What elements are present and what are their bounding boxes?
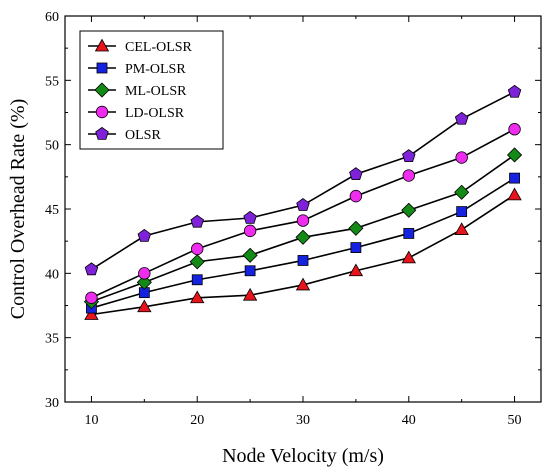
data-point-cel-olsr bbox=[84, 307, 99, 320]
data-point-ld-olsr bbox=[296, 214, 310, 227]
data-point-cel-olsr bbox=[190, 290, 205, 304]
data-point-ml-olsr bbox=[136, 274, 152, 290]
data-point-pm-olsr bbox=[403, 228, 415, 239]
data-point-pm-olsr bbox=[456, 206, 468, 217]
x-tick-label: 10 bbox=[84, 413, 98, 428]
legend-label: ML-OLSR bbox=[125, 84, 187, 99]
data-point-ld-olsr bbox=[138, 267, 151, 280]
series-cel-olsr bbox=[84, 187, 522, 320]
data-point-olsr bbox=[507, 84, 522, 98]
x-tick-label: 40 bbox=[402, 413, 416, 428]
series-layer bbox=[83, 84, 523, 320]
y-tick-label: 45 bbox=[45, 203, 59, 218]
data-point-olsr bbox=[243, 210, 257, 224]
data-point-olsr bbox=[402, 149, 416, 162]
data-point-pm-olsr bbox=[297, 255, 309, 266]
legend-label: LD-OLSR bbox=[125, 106, 185, 121]
data-point-ld-olsr bbox=[349, 189, 363, 203]
data-point-pm-olsr bbox=[509, 172, 520, 184]
legend-marker-olsr bbox=[95, 126, 109, 140]
legend-item-pm-olsr: PM-OLSR bbox=[88, 62, 186, 77]
series-line-ld-olsr bbox=[91, 128, 515, 299]
data-point-ld-olsr bbox=[243, 224, 257, 238]
data-point-cel-olsr bbox=[348, 263, 364, 277]
x-axis-title: Node Velocity (m/s) bbox=[222, 445, 384, 467]
data-point-olsr bbox=[137, 228, 152, 242]
data-point-ld-olsr bbox=[402, 169, 415, 182]
legend-marker-ld-olsr bbox=[95, 105, 109, 119]
y-tick-label: 55 bbox=[45, 74, 59, 89]
data-point-ld-olsr bbox=[85, 291, 98, 304]
legend-item-ld-olsr: LD-OLSR bbox=[88, 105, 185, 121]
data-point-cel-olsr bbox=[137, 299, 152, 313]
data-point-olsr bbox=[349, 167, 363, 181]
series-ld-olsr bbox=[85, 123, 521, 304]
data-point-ml-olsr bbox=[348, 220, 364, 236]
series-line-cel-olsr bbox=[91, 194, 515, 316]
y-tick-label: 40 bbox=[45, 267, 59, 282]
legend-label: OLSR bbox=[125, 128, 161, 143]
legend-item-cel-olsr: CEL-OLSR bbox=[88, 38, 193, 55]
y-tick-label: 35 bbox=[45, 332, 59, 347]
data-point-olsr bbox=[296, 198, 310, 211]
data-point-ml-olsr bbox=[454, 184, 470, 200]
legend-marker-ml-olsr bbox=[94, 82, 110, 98]
y-tick-label: 50 bbox=[45, 139, 59, 154]
x-tick-label: 50 bbox=[508, 413, 522, 428]
data-point-pm-olsr bbox=[191, 274, 203, 286]
data-point-ml-olsr bbox=[189, 254, 205, 270]
data-point-ml-olsr bbox=[401, 202, 417, 218]
y-axis-title: Control Overhead Rate (%) bbox=[7, 99, 29, 319]
data-point-ml-olsr bbox=[242, 247, 258, 263]
data-point-cel-olsr bbox=[454, 222, 469, 235]
data-point-ml-olsr bbox=[295, 229, 311, 245]
data-point-cel-olsr bbox=[401, 250, 416, 264]
x-axis-ticks: 10 20 30 40 50 bbox=[84, 16, 522, 428]
data-point-pm-olsr bbox=[350, 242, 362, 254]
x-tick-label: 20 bbox=[190, 413, 204, 428]
legend-label: CEL-OLSR bbox=[125, 40, 193, 55]
x-tick-label: 30 bbox=[296, 413, 310, 428]
legend-marker-cel-olsr bbox=[94, 38, 110, 52]
legend-marker-pm-olsr bbox=[96, 62, 108, 74]
y-tick-label: 60 bbox=[45, 10, 59, 25]
data-point-cel-olsr bbox=[507, 187, 522, 201]
y-axis-ticks: 30 35 40 45 50 55 60 bbox=[45, 10, 541, 411]
legend-item-olsr: OLSR bbox=[88, 126, 161, 143]
y-tick-label: 30 bbox=[45, 396, 59, 411]
data-point-cel-olsr bbox=[295, 277, 311, 291]
data-point-ld-olsr bbox=[191, 242, 204, 256]
legend: CEL-OLSR PM-OLSR ML-OLSR LD-OLSR OLSR bbox=[79, 30, 224, 150]
data-point-ld-olsr bbox=[508, 123, 521, 136]
legend-label: PM-OLSR bbox=[125, 62, 186, 77]
legend-item-ml-olsr: ML-OLSR bbox=[88, 82, 187, 99]
data-point-cel-olsr bbox=[242, 287, 258, 301]
series-pm-olsr bbox=[86, 172, 520, 314]
data-point-ml-olsr bbox=[506, 147, 523, 163]
data-point-olsr bbox=[190, 214, 204, 228]
data-point-ld-olsr bbox=[455, 151, 468, 164]
data-point-olsr bbox=[454, 111, 469, 125]
data-point-pm-olsr bbox=[244, 265, 256, 277]
data-point-olsr bbox=[84, 262, 99, 276]
series-olsr bbox=[84, 84, 522, 276]
